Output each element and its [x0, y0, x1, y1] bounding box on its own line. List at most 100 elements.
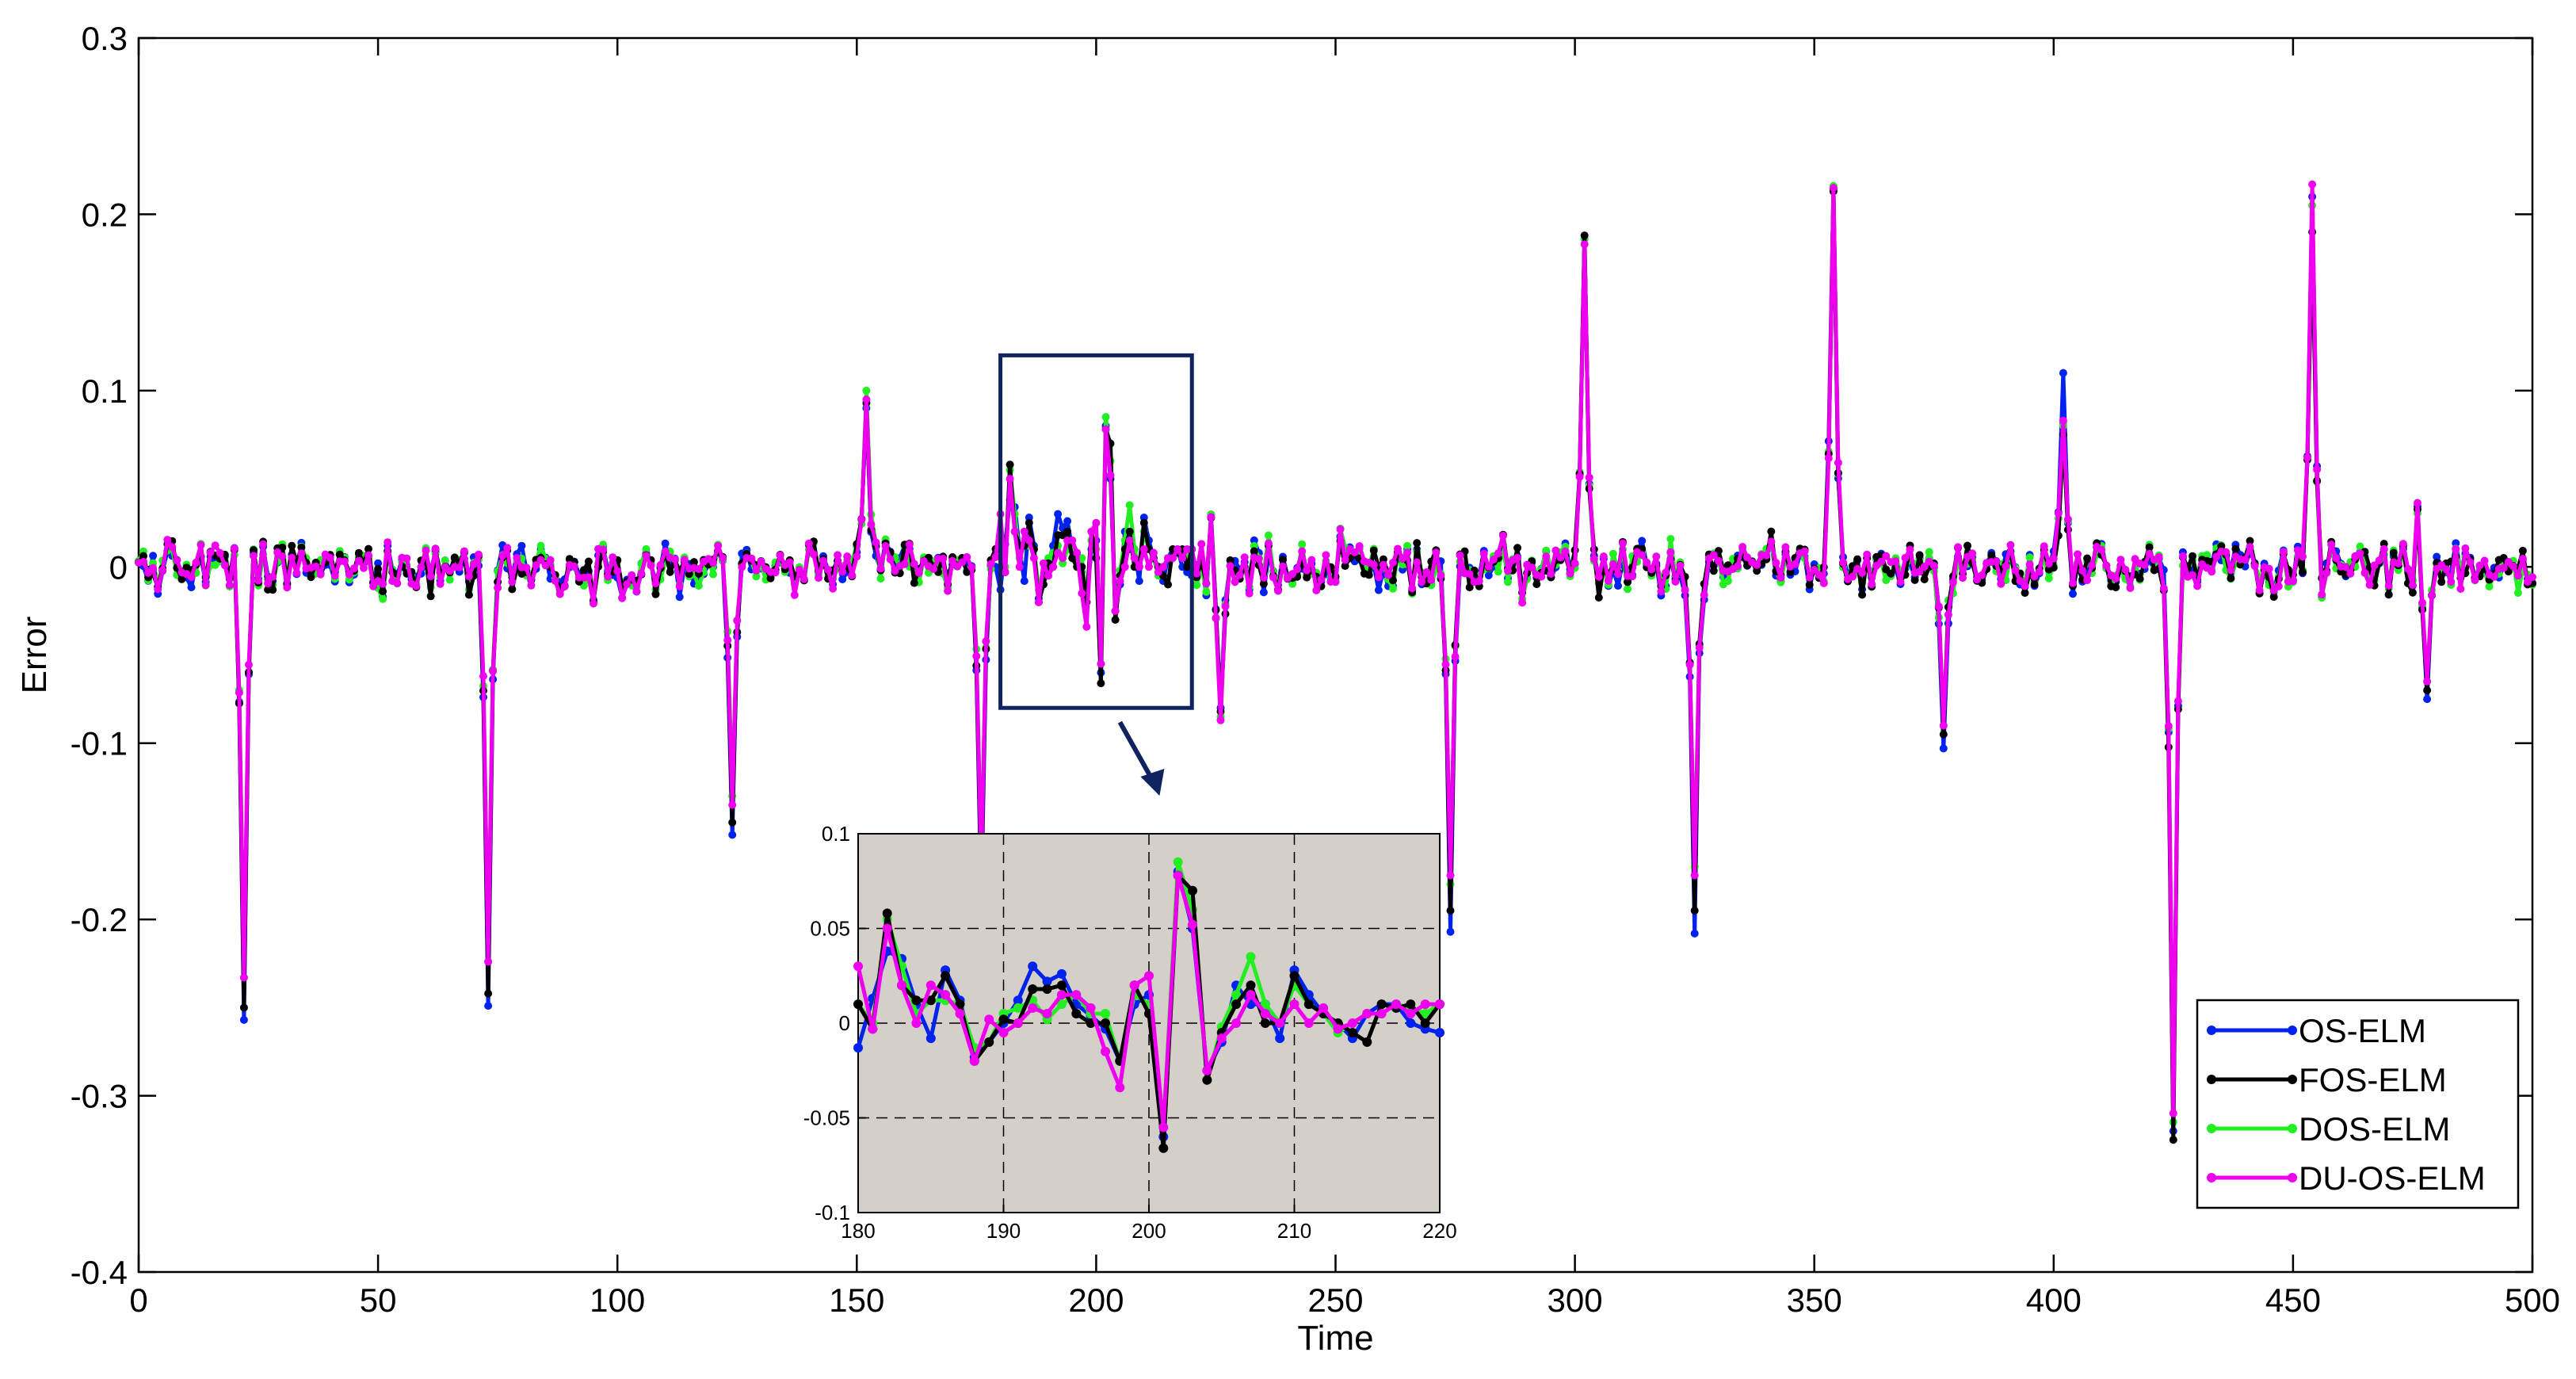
point-du-os-elm-484: [2452, 544, 2460, 553]
point-du-os-elm-458: [2327, 541, 2336, 548]
point-du-os-elm-472: [2394, 559, 2402, 567]
point-fos-elm-51: [379, 587, 387, 596]
inset-point-fos-elm-215: [1362, 1037, 1372, 1047]
inset-point-fos-elm-201: [1158, 1143, 1169, 1153]
point-du-os-elm-500: [2528, 573, 2536, 582]
point-du-os-elm-448: [2279, 548, 2288, 556]
point-du-os-elm-427: [2178, 552, 2187, 560]
point-du-os-elm-12: [192, 558, 200, 567]
y-axis-label: Error: [15, 617, 54, 694]
point-os-elm-314: [1638, 537, 1647, 545]
point-dos-elm-120: [709, 570, 717, 579]
inset-point-os-elm-193: [1042, 976, 1052, 987]
point-dos-elm-294: [1542, 546, 1551, 555]
point-os-elm-480: [2433, 552, 2441, 561]
point-du-os-elm-486: [2461, 544, 2470, 552]
point-du-os-elm-88: [555, 590, 564, 598]
point-du-os-elm-56: [403, 554, 411, 563]
point-du-os-elm-98: [604, 572, 613, 581]
point-fos-elm-233: [1250, 547, 1258, 556]
point-dos-elm-262: [1389, 584, 1397, 593]
point-du-os-elm-297: [1556, 553, 1565, 562]
point-du-os-elm-383: [1968, 549, 1977, 558]
point-du-os-elm-34: [297, 549, 306, 558]
legend-swatch-dot-right-dos-elm: [2288, 1124, 2297, 1133]
point-du-os-elm-445: [2265, 564, 2273, 573]
inset-point-du-os-elm-196: [1086, 1003, 1096, 1013]
point-du-os-elm-25: [254, 576, 263, 585]
point-du-os-elm-354: [1829, 184, 1838, 193]
inset-point-dos-elm-191: [1013, 1003, 1023, 1013]
point-fos-elm-195: [1068, 554, 1077, 563]
point-fos-elm-48: [364, 544, 372, 553]
point-du-os-elm-497: [2513, 571, 2522, 580]
inset-point-du-os-elm-216: [1376, 1009, 1387, 1018]
point-du-os-elm-416: [2126, 584, 2135, 592]
point-fos-elm-28: [269, 586, 277, 594]
point-du-os-elm-14: [201, 581, 210, 590]
point-du-os-elm-218: [1178, 554, 1187, 563]
point-du-os-elm-475: [2408, 581, 2417, 590]
point-du-os-elm-71: [475, 550, 483, 559]
point-du-os-elm-250: [1331, 578, 1340, 586]
inset-point-fos-elm-206: [1231, 999, 1242, 1010]
point-du-os-elm-440: [2241, 556, 2250, 564]
point-du-os-elm-112: [670, 555, 679, 563]
point-du-os-elm-278: [1465, 570, 1474, 579]
point-fos-elm-124: [728, 818, 737, 827]
point-du-os-elm-106: [642, 552, 651, 560]
point-os-elm-185: [1020, 577, 1028, 586]
point-du-os-elm-385: [1978, 571, 1986, 579]
inset-point-fos-elm-203: [1188, 885, 1197, 896]
inset-point-du-os-elm-191: [1013, 1018, 1023, 1028]
point-du-os-elm-413: [2112, 575, 2120, 583]
point-fos-elm-201: [1097, 679, 1105, 688]
point-du-os-elm-225: [1212, 613, 1220, 622]
point-du-os-elm-87: [551, 576, 559, 585]
point-fos-elm-239: [1279, 556, 1287, 564]
point-fos-elm-257: [1364, 571, 1373, 579]
point-du-os-elm-488: [2471, 575, 2479, 584]
point-fos-elm-50: [374, 564, 383, 573]
inset-point-fos-elm-189: [984, 1037, 994, 1047]
point-du-os-elm-261: [1384, 571, 1392, 579]
point-du-os-elm-322: [1676, 561, 1685, 570]
point-du-os-elm-469: [2379, 544, 2388, 553]
point-dos-elm-399: [2044, 574, 2053, 583]
point-du-os-elm-140: [804, 539, 813, 548]
point-du-os-elm-217: [1174, 545, 1182, 553]
point-du-os-elm-123: [723, 636, 732, 644]
point-fos-elm-1: [139, 552, 147, 560]
point-du-os-elm-247: [1317, 575, 1326, 584]
inset-point-fos-elm-186: [941, 971, 951, 981]
point-du-os-elm-272: [1437, 571, 1445, 580]
point-du-os-elm-227: [1221, 602, 1230, 610]
point-du-os-elm-224: [1207, 513, 1215, 521]
point-du-os-elm-148: [843, 552, 852, 561]
point-du-os-elm-41: [330, 571, 339, 580]
point-du-os-elm-389: [1997, 579, 2005, 588]
point-du-os-elm-273: [1441, 660, 1450, 669]
inset-point-du-os-elm-186: [941, 990, 951, 1000]
point-fos-elm-438: [2231, 544, 2240, 553]
point-du-os-elm-32: [288, 553, 296, 562]
point-du-os-elm-289: [1518, 598, 1527, 607]
y-tick-label-0-4: -0.4: [71, 1254, 128, 1291]
point-fos-elm-252: [1341, 562, 1349, 571]
point-fos-elm-267: [1413, 539, 1422, 548]
point-du-os-elm-464: [2356, 549, 2364, 558]
legend-item-os-elm: OS-ELM: [2207, 1012, 2426, 1049]
point-du-os-elm-163: [914, 568, 923, 577]
point-os-elm-404: [2069, 590, 2077, 598]
point-du-os-elm-67: [455, 563, 464, 571]
point-dos-elm-308: [1609, 549, 1617, 558]
point-fos-elm-498: [2518, 546, 2527, 555]
inset-y-tick-label-0-05: 0.05: [810, 917, 850, 941]
point-du-os-elm-485: [2456, 585, 2465, 593]
point-du-os-elm-400: [2049, 554, 2058, 563]
point-du-os-elm-434: [2212, 552, 2221, 561]
point-du-os-elm-83: [532, 561, 540, 570]
y-tick-label-0: 0: [109, 548, 128, 586]
zoom-box: [998, 353, 1194, 710]
